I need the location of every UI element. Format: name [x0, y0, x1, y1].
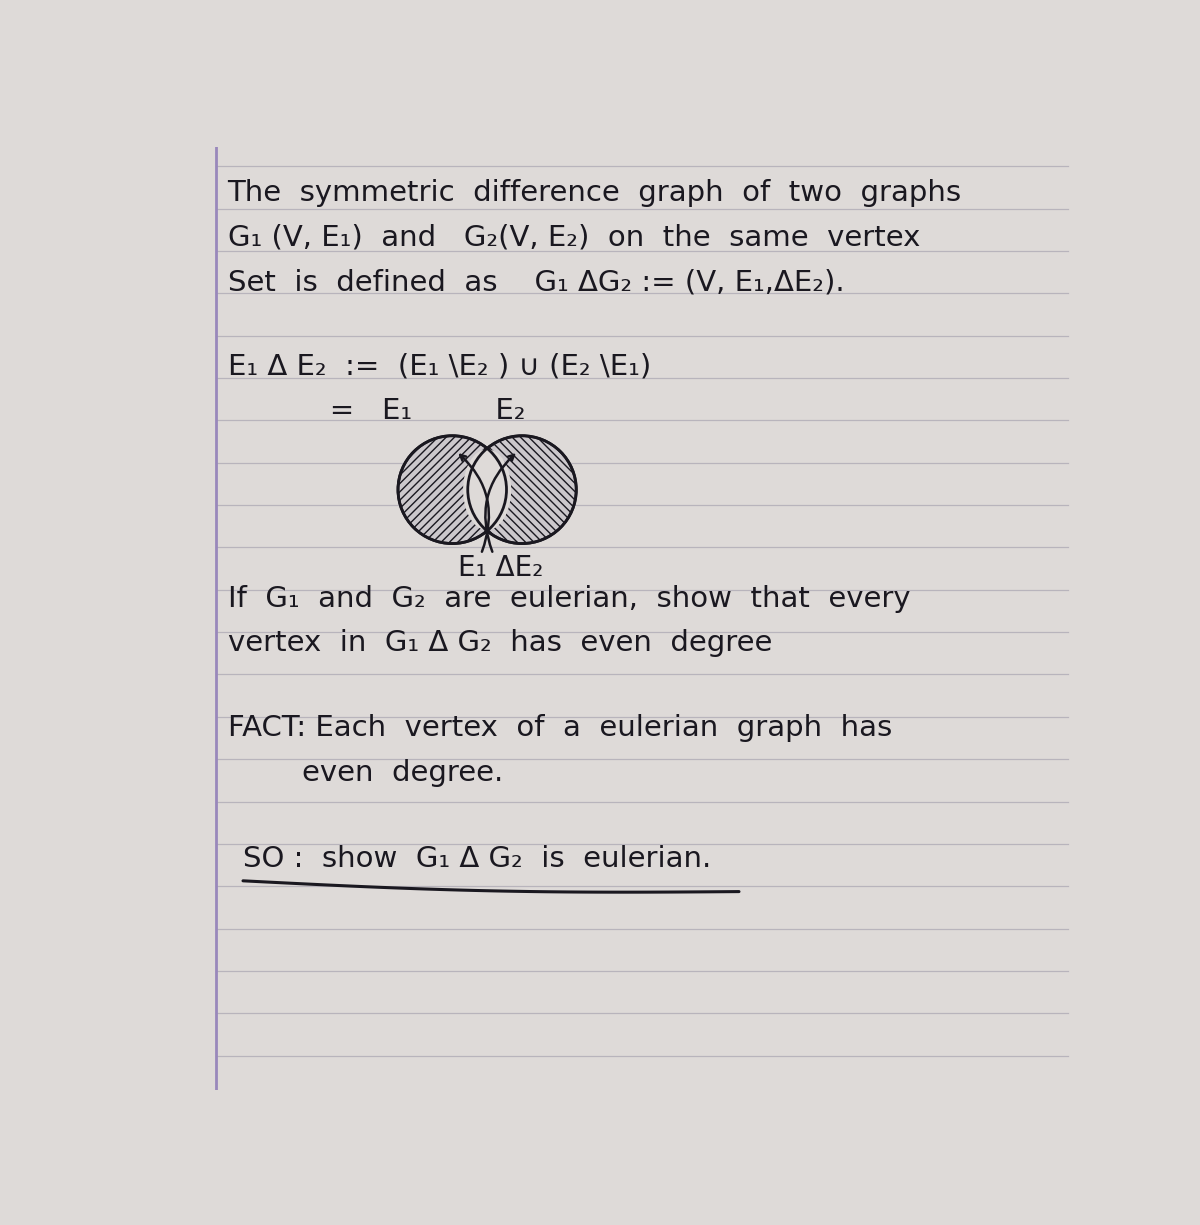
Text: vertex  in  G₁ Δ G₂  has  even  degree: vertex in G₁ Δ G₂ has even degree: [228, 630, 772, 658]
Text: E₁ Δ E₂  :=  (E₁ \E₂ ) ∪ (E₂ \E₁): E₁ Δ E₂ := (E₁ \E₂ ) ∪ (E₂ \E₁): [228, 352, 650, 380]
Text: If  G₁  and  G₂  are  eulerian,  show  that  every: If G₁ and G₂ are eulerian, show that eve…: [228, 584, 910, 612]
Text: Set  is  defined  as    G₁ ΔG₂ := (V, E₁,ΔE₂).: Set is defined as G₁ ΔG₂ := (V, E₁,ΔE₂).: [228, 268, 844, 296]
Circle shape: [468, 436, 576, 544]
Text: G₁ (V, E₁)  and   G₂(V, E₂)  on  the  same  vertex: G₁ (V, E₁) and G₂(V, E₂) on the same ver…: [228, 223, 920, 251]
Ellipse shape: [463, 450, 511, 530]
Text: FACT: Each  vertex  of  a  eulerian  graph  has: FACT: Each vertex of a eulerian graph ha…: [228, 714, 892, 742]
Text: even  degree.: even degree.: [228, 758, 503, 786]
Circle shape: [398, 436, 506, 544]
Text: The  symmetric  difference  graph  of  two  graphs: The symmetric difference graph of two gr…: [228, 179, 961, 207]
Text: =   E₁         E₂: = E₁ E₂: [228, 397, 526, 425]
Text: E₁ ΔE₂: E₁ ΔE₂: [457, 554, 544, 582]
Text: SO :  show  G₁ Δ G₂  is  eulerian.: SO : show G₁ Δ G₂ is eulerian.: [242, 845, 712, 873]
